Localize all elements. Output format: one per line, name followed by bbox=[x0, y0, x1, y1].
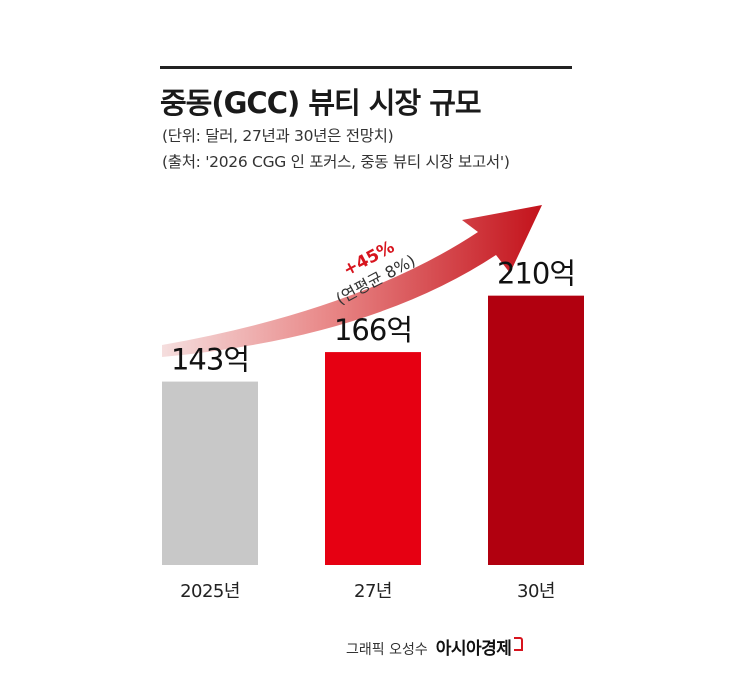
bar-1 bbox=[162, 381, 258, 565]
chart-title: 중동(GCC) 뷰티 시장 규모 bbox=[160, 86, 482, 120]
value-label-1: 143억 bbox=[171, 343, 249, 377]
category-label-2: 27년 bbox=[354, 581, 392, 602]
unit-note: (단위: 달러, 27년과 30년은 전망치) bbox=[162, 127, 394, 145]
credit-line: 그래픽 오성수 아시아경제 bbox=[346, 634, 524, 659]
brand-logo: 아시아경제 bbox=[435, 639, 512, 659]
source-note: (출처: '2026 CGG 인 포커스, 중동 뷰티 시장 보고서') bbox=[162, 153, 510, 171]
title-rule bbox=[160, 66, 572, 69]
category-label-1: 2025년 bbox=[180, 581, 240, 602]
graphic-credit: 그래픽 오성수 bbox=[346, 642, 428, 658]
value-label-3: 210억 bbox=[497, 257, 575, 291]
brand-mark-icon bbox=[514, 637, 524, 651]
value-label-2: 166억 bbox=[334, 313, 412, 347]
growth-arrow bbox=[162, 205, 542, 357]
bars-group: 143억 2025년 166억 27년 210억 30년 bbox=[162, 257, 584, 602]
bar-2 bbox=[325, 352, 421, 565]
bar-3 bbox=[488, 295, 584, 565]
category-label-3: 30년 bbox=[517, 581, 555, 602]
